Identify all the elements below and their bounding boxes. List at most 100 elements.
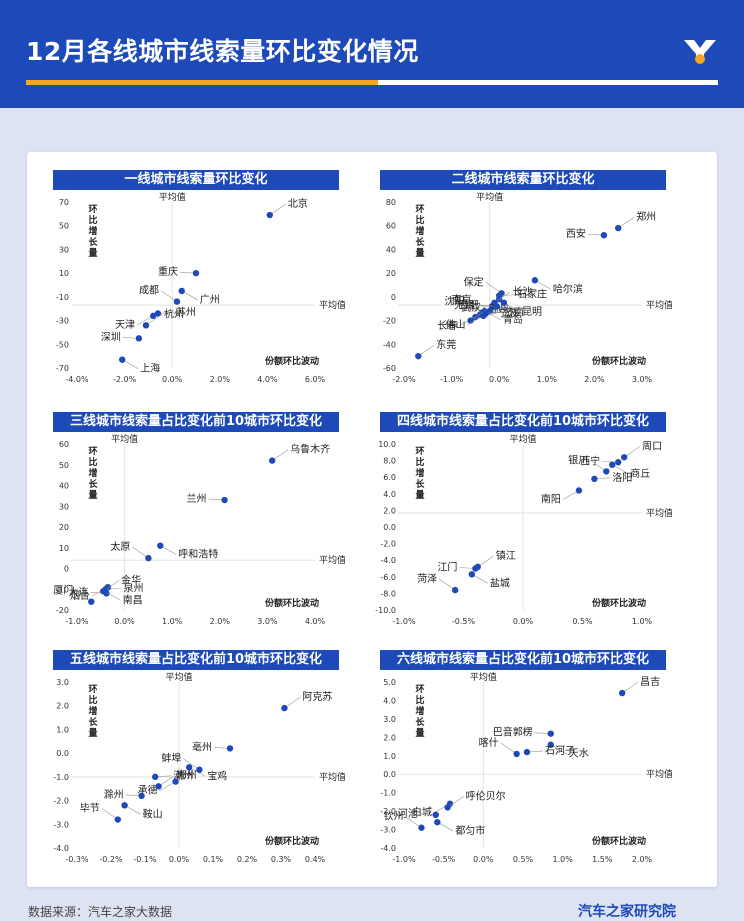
data-point: [434, 818, 441, 826]
data-point: [547, 730, 554, 737]
x-tick-label: 0.5%: [513, 855, 534, 864]
data-point: [615, 224, 622, 232]
point-label: 巴音郭楞: [493, 726, 533, 739]
x-tick-label: 0.3%: [271, 855, 292, 864]
scatter-chart-tier3: -20 -10 0 10 20 30 40 50 60 -1.0% 0.0% 1.0% 2.0% 3.0%…: [53, 433, 345, 626]
y-axis-label: 环比增长量: [415, 446, 425, 501]
x-tick-label: -0.5%: [432, 855, 456, 864]
title-underline: [378, 80, 718, 85]
y-tick-label: 70: [59, 198, 69, 207]
x-tick-label: 0.4%: [305, 855, 326, 864]
point-label: 郴州: [177, 768, 197, 781]
chart-title: 五线城市线索量占比变化前10城市环比变化: [53, 650, 339, 670]
point-label: 苏州: [176, 305, 196, 318]
x-tick-label: 1.0%: [162, 617, 183, 626]
x-tick-label: 3.0%: [632, 375, 653, 384]
y-tick-label: 80: [386, 198, 396, 207]
point-label: 蚌埠: [161, 752, 181, 765]
x-tick-label: -0.5%: [452, 617, 476, 626]
data-point: [157, 542, 164, 549]
data-point: [268, 457, 276, 464]
y-tick-label: 40: [386, 245, 396, 254]
x-tick-label: 2.0%: [584, 375, 605, 384]
point-label: 武汉: [461, 301, 481, 314]
leader-line: [494, 291, 511, 304]
charts-card: 一线城市线索量环比变化 -70 -50 -30 -10 10 30 50 70 -4.0% -2.…: [27, 152, 717, 887]
x-tick-label: 0.0%: [489, 375, 510, 384]
y-tick-label: -10.0: [375, 606, 396, 615]
x-tick-label: 1.5%: [592, 855, 613, 864]
leader-line: [621, 681, 639, 694]
brand-logo-icon: [684, 40, 716, 64]
x-tick-label: 1.0%: [553, 855, 574, 864]
point-label: 盐城: [490, 576, 510, 589]
point-label: 天水: [569, 748, 589, 760]
y-tick-label: 60: [386, 222, 396, 231]
leader-line: [160, 290, 178, 302]
data-point: [135, 335, 143, 342]
leader-line: [183, 758, 200, 770]
data-point: [221, 496, 228, 504]
point-label: 兰州: [187, 492, 207, 505]
point-label: 保定: [464, 275, 484, 288]
point-label: 烟台: [70, 589, 90, 602]
y-tick-label: 20: [386, 269, 396, 278]
data-point: [531, 277, 539, 284]
data-point: [493, 303, 501, 310]
leader-line: [466, 301, 483, 313]
x-tick-label: -4.0%: [65, 375, 89, 384]
point-label: 东莞: [436, 338, 456, 351]
chart-title: 四线城市线索量占比变化前10城市环比变化: [380, 412, 666, 432]
leader-line: [623, 446, 641, 458]
chart-title: 一线城市线索量环比变化: [53, 170, 339, 190]
data-point: [415, 352, 422, 360]
point-label: 天津: [115, 319, 135, 331]
point-label: 厦门: [53, 584, 73, 597]
point-label: 钦州: [383, 811, 403, 823]
x-tick-label: 2.0%: [632, 855, 653, 864]
y-tick-label: 10.0: [378, 440, 396, 449]
y-tick-label: -4.0: [380, 844, 396, 853]
scatter-chart-tier2: -60 -40 -20 0 20 40 60 80 -2.0% -1.0% 0.0% 1.0% 2.0%…: [383, 191, 672, 384]
y-tick-label: -60: [383, 364, 396, 373]
point-label: 沈阳: [445, 294, 465, 307]
point-label: 周口: [642, 440, 662, 452]
y-tick-label: 30: [59, 245, 69, 254]
leader-line: [447, 796, 464, 808]
leader-line: [284, 696, 301, 709]
x-tick-label: 6.0%: [305, 375, 326, 384]
point-label: 南京: [452, 293, 472, 306]
y-tick-label: 0: [391, 293, 396, 302]
point-label: 毕节: [80, 802, 100, 815]
point-label: 郑州: [636, 210, 656, 223]
data-source: 数据来源：汽车之家大数据: [28, 905, 173, 919]
data-point: [154, 310, 162, 317]
point-label: 昌吉: [640, 676, 660, 688]
x-tick-label: -0.1%: [133, 855, 157, 864]
point-label: 哈尔滨: [553, 282, 583, 295]
x-tick-label: 2.0%: [210, 375, 231, 384]
leader-line: [75, 590, 92, 602]
x-tick-label: 1.0%: [537, 375, 558, 384]
data-point: [196, 766, 203, 773]
point-label: 鞍山: [143, 807, 163, 820]
y-tick-label: -10: [56, 585, 69, 594]
y-tick-label: 0.0: [383, 523, 396, 532]
x-tick-label: -1.0%: [440, 375, 464, 384]
panel-tier6: 六线城市线索量占比变化前10城市环比变化 -4.0 -3.0 -2.0 -1.0 0.0…: [354, 632, 672, 864]
leader-line: [477, 555, 494, 568]
y-tick-label: -6.0: [380, 573, 396, 582]
y-tick-label: 60: [59, 440, 69, 449]
point-label: 宁波: [498, 307, 518, 320]
data-point: [620, 454, 628, 461]
y-tick-label: 50: [59, 461, 69, 470]
point-label: 喀什: [479, 736, 499, 749]
page-title: 12月各线城市线索量环比变化情况: [26, 37, 419, 66]
y-tick-label: -20: [383, 317, 396, 326]
y-tick-label: 4.0: [383, 696, 396, 705]
leader-line: [101, 808, 118, 820]
panel-tier3: 三线城市线索量占比变化前10城市环比变化 -20 -10 0 10 20 30 40 50 60…: [27, 394, 345, 626]
y-tick-label: -20: [56, 606, 69, 615]
leader-line: [158, 775, 175, 787]
point-label: 宝鸡: [207, 769, 227, 782]
